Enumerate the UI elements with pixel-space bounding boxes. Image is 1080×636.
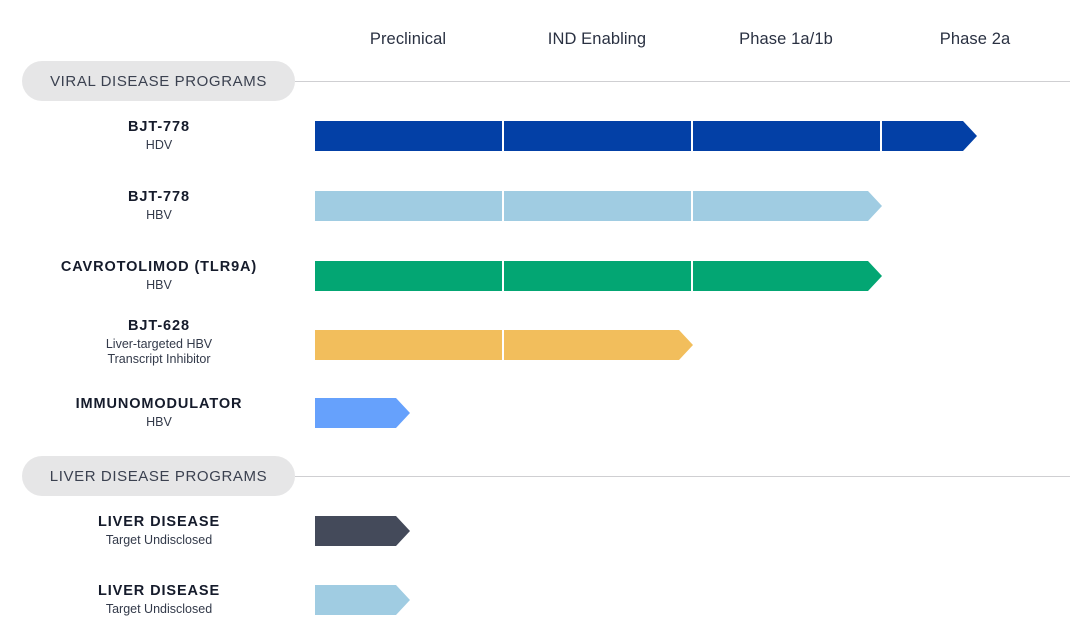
pipeline-bar [315, 330, 693, 360]
program-label: BJT-778 HBV [14, 187, 304, 223]
pipeline-arrow-shape [315, 585, 410, 615]
program-indication: HBV [146, 278, 172, 292]
pipeline-arrow [315, 330, 693, 360]
pipeline-arrow [315, 585, 410, 615]
program-label: BJT-628 Liver-targeted HBV Transcript In… [14, 316, 304, 367]
pipeline-arrow [315, 121, 977, 151]
section-title-liver: LIVER DISEASE PROGRAMS [22, 456, 295, 496]
program-indication: HDV [145, 138, 173, 152]
program-name: BJT-778 [128, 189, 190, 205]
section-divider-viral [295, 81, 1070, 82]
pipeline-bar [315, 516, 410, 546]
program-indication: Liver-targeted HBV Transcript Inhibitor [105, 337, 213, 366]
pipeline-arrow-shape [315, 516, 410, 546]
program-label: BJT-778 HDV [14, 117, 304, 153]
phase-header-ind-enabling: IND Enabling [547, 30, 647, 48]
pipeline-arrow [315, 398, 410, 428]
pipeline-bar [315, 585, 410, 615]
pipeline-arrow-shape [315, 261, 882, 291]
program-name: IMMUNOMODULATOR [75, 396, 243, 412]
pipeline-arrow-shape [315, 121, 977, 151]
pipeline-arrow [315, 261, 882, 291]
pipeline-bar [315, 121, 977, 151]
program-label: IMMUNOMODULATOR HBV [14, 394, 304, 430]
program-label: LIVER DISEASE Target Undisclosed [14, 581, 304, 617]
pipeline-bar [315, 191, 882, 221]
pipeline-bar [315, 261, 882, 291]
phase-header-preclinical: Preclinical [369, 30, 447, 48]
pipeline-arrow [315, 516, 410, 546]
program-label: LIVER DISEASE Target Undisclosed [14, 512, 304, 548]
phase-header-phase-1a-1b: Phase 1a/1b [739, 30, 833, 48]
program-name: LIVER DISEASE [97, 514, 221, 530]
program-indication: Target Undisclosed [105, 602, 213, 616]
program-name: CAVROTOLIMOD (TLR9A) [60, 259, 258, 275]
pipeline-arrow-shape [315, 398, 410, 428]
pipeline-arrow-shape [315, 191, 882, 221]
section-divider-liver [295, 476, 1070, 477]
program-name: LIVER DISEASE [97, 583, 221, 599]
pipeline-bar [315, 398, 410, 428]
program-name: BJT-778 [128, 119, 190, 135]
section-title-viral: VIRAL DISEASE PROGRAMS [22, 61, 295, 101]
program-indication: Target Undisclosed [105, 533, 213, 547]
program-label: CAVROTOLIMOD (TLR9A) HBV [14, 257, 304, 293]
pipeline-arrow [315, 191, 882, 221]
program-name: BJT-628 [128, 318, 190, 334]
program-indication: HBV [146, 208, 172, 222]
program-indication: HBV [146, 415, 172, 429]
phase-header-phase-2a: Phase 2a [939, 30, 1011, 48]
